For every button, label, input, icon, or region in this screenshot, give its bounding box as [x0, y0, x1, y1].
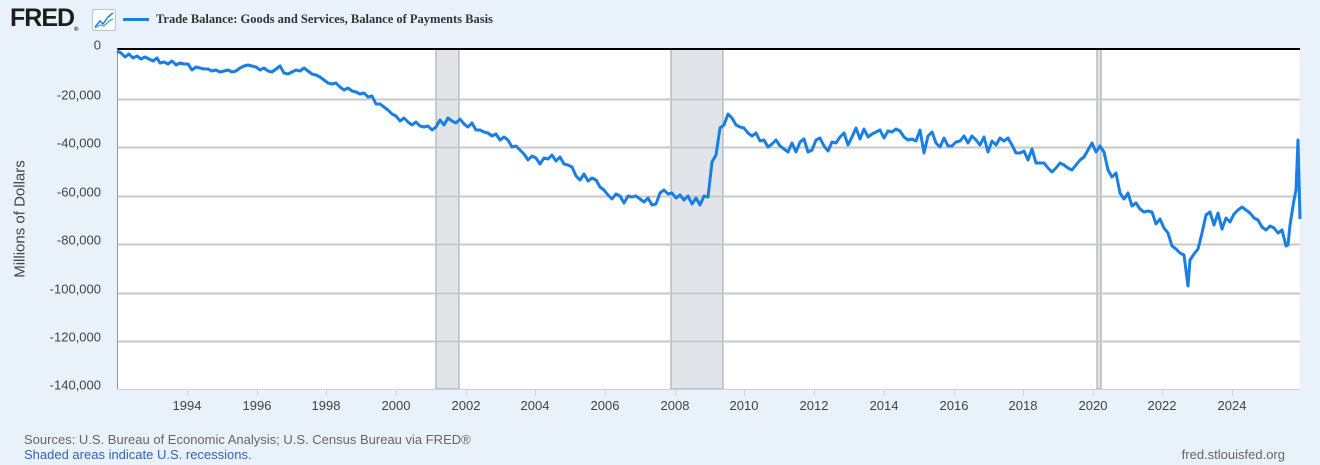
- y-tick-label: 0: [93, 37, 101, 53]
- x-tick-label: 1994: [172, 398, 202, 413]
- y-tick-label: -80,000: [56, 232, 101, 248]
- x-tick-label: 2008: [660, 398, 690, 413]
- logo-registered-mark: ®: [74, 27, 79, 33]
- recession-note-link[interactable]: Shaded areas indicate U.S. recessions.: [24, 447, 252, 462]
- y-tick-label: -100,000: [49, 281, 101, 297]
- x-tick-label: 2014: [869, 398, 899, 413]
- chart-legend[interactable]: Trade Balance: Goods and Services, Balan…: [123, 12, 493, 27]
- legend-series-label: Trade Balance: Goods and Services, Balan…: [156, 12, 493, 26]
- gridlines: [117, 98, 1300, 343]
- x-tick-label: 2016: [939, 398, 969, 413]
- x-tick-label: 2004: [520, 398, 550, 413]
- x-tick-label: 2022: [1147, 398, 1177, 413]
- y-tick-label: -40,000: [56, 135, 101, 151]
- y-tick-label: -120,000: [49, 329, 101, 345]
- x-tick-label: 2020: [1078, 398, 1108, 413]
- x-tick-label: 2012: [799, 398, 829, 413]
- fred-logo: FRED®: [10, 4, 79, 33]
- series-line[interactable]: [116, 49, 1302, 288]
- site-link[interactable]: fred.stlouisfed.org: [1181, 447, 1285, 462]
- x-tick-label: 1998: [311, 398, 341, 413]
- y-tick-label: -140,000: [49, 377, 101, 393]
- x-tick-label: 2024: [1217, 398, 1247, 413]
- legend-swatch: [123, 18, 149, 21]
- x-tick-label: 1996: [242, 398, 272, 413]
- y-tick-label: -60,000: [56, 184, 101, 200]
- recession-bands: [435, 48, 1102, 390]
- x-tick-label: 2006: [590, 398, 620, 413]
- x-tick-label: 2002: [451, 398, 481, 413]
- line-chart-icon: [92, 9, 116, 31]
- x-tick-label: 2010: [729, 398, 759, 413]
- y-tick-label: -20,000: [56, 87, 101, 103]
- sources-note: Sources: U.S. Bureau of Economic Analysi…: [24, 432, 471, 447]
- logo-text: FRED: [10, 4, 75, 32]
- x-tick-label: 2000: [381, 398, 411, 413]
- recession-band-2008: [670, 48, 724, 390]
- x-tick-label: 2018: [1008, 398, 1038, 413]
- x-tick-marks: [187, 389, 1233, 396]
